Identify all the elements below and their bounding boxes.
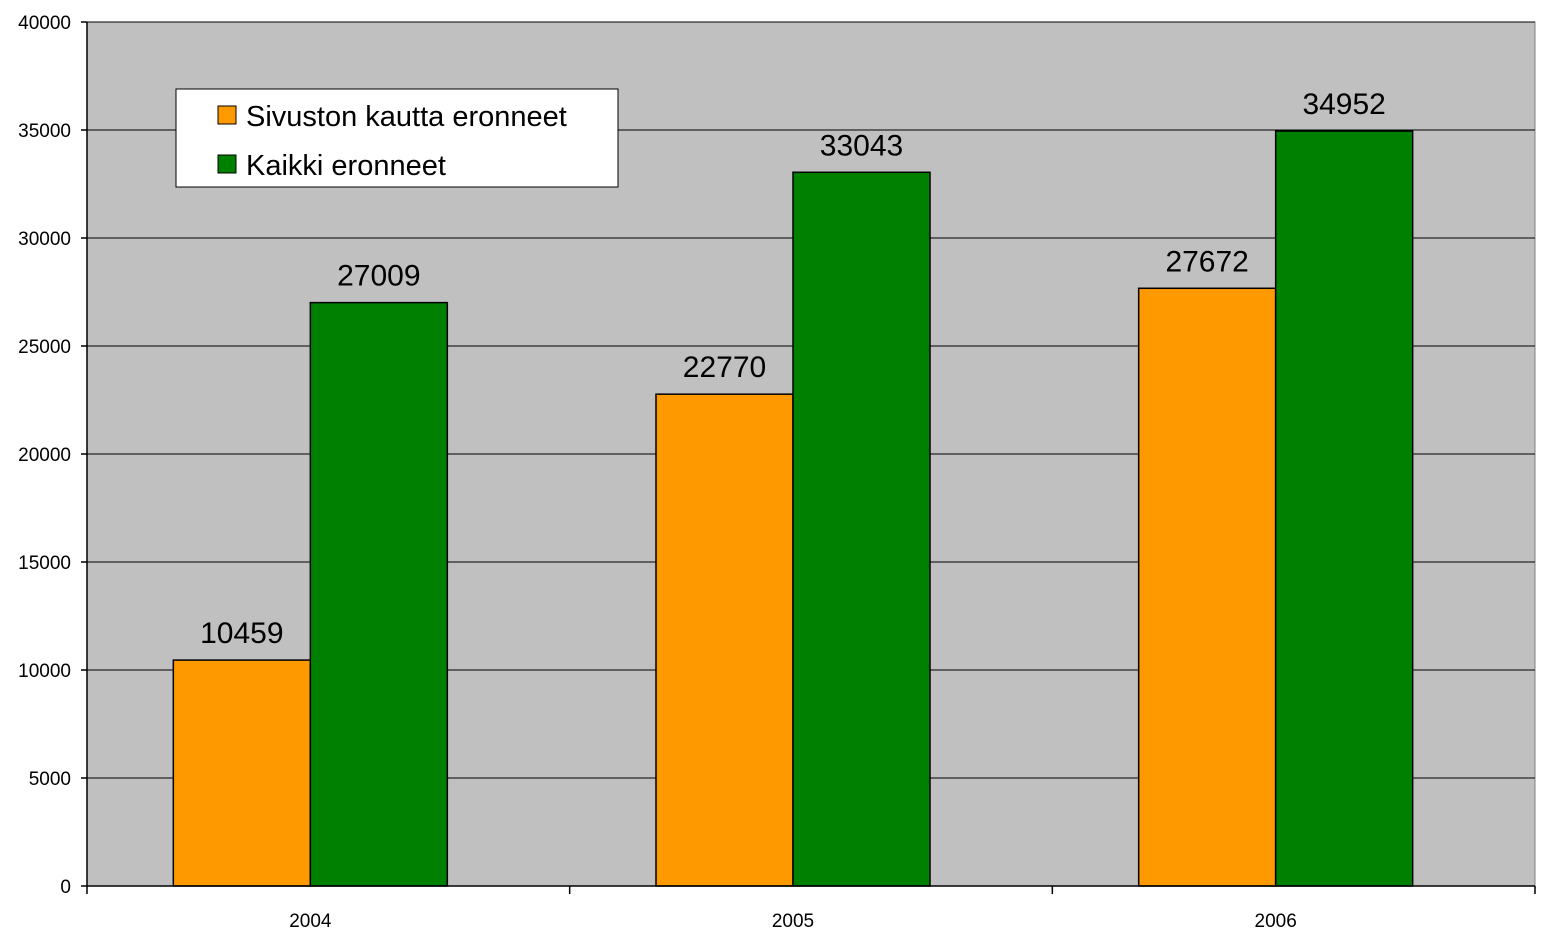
bar-2005-series-0 xyxy=(655,393,794,887)
y-tick-label: 30000 xyxy=(18,229,71,250)
y-tick-label: 20000 xyxy=(18,445,71,466)
legend-label-kaikki: Kaikki eronneet xyxy=(246,150,446,182)
legend-box xyxy=(175,88,619,188)
x-tick-label: 2005 xyxy=(772,911,814,932)
x-axis-ticks: 2004 2005 2006 xyxy=(86,886,1536,932)
y-tick-label: 10000 xyxy=(18,661,71,682)
bar-2006-series-0 xyxy=(1137,287,1277,887)
x-tick-label: 2006 xyxy=(1255,911,1297,932)
legend: Sivuston kautta eronneet Kaikki eronneet xyxy=(175,88,619,188)
data-label: 22770 xyxy=(683,351,766,384)
data-label: 34952 xyxy=(1302,88,1385,121)
y-tick-label: 0 xyxy=(60,877,71,898)
data-label: 27672 xyxy=(1165,245,1248,278)
data-label: 33043 xyxy=(820,129,903,162)
bar-2004-series-1 xyxy=(309,301,449,887)
y-tick-label: 5000 xyxy=(29,769,71,790)
bar-2006-series-1 xyxy=(1274,130,1414,887)
bar-2005-series-1 xyxy=(792,171,931,887)
legend-swatch-kaikki xyxy=(217,154,237,174)
legend-swatch-sivuston xyxy=(217,105,237,125)
x-tick-label: 2004 xyxy=(289,911,332,932)
legend-label-sivuston: Sivuston kautta eronneet xyxy=(246,101,567,133)
bar-2004-series-0 xyxy=(172,659,312,887)
y-tick-label: 25000 xyxy=(18,337,71,358)
data-labels: 10459 27009 22770 33043 27672 34952 xyxy=(200,88,1386,650)
data-label: 27009 xyxy=(337,260,420,293)
y-tick-label: 35000 xyxy=(18,121,71,142)
bars xyxy=(172,130,1414,887)
data-label: 10459 xyxy=(200,617,283,650)
y-axis-ticks: 0 5000 10000 15000 20000 25000 30000 35000 40000 xyxy=(18,13,87,898)
y-tick-label: 15000 xyxy=(18,553,71,574)
y-tick-label: 40000 xyxy=(18,13,71,34)
